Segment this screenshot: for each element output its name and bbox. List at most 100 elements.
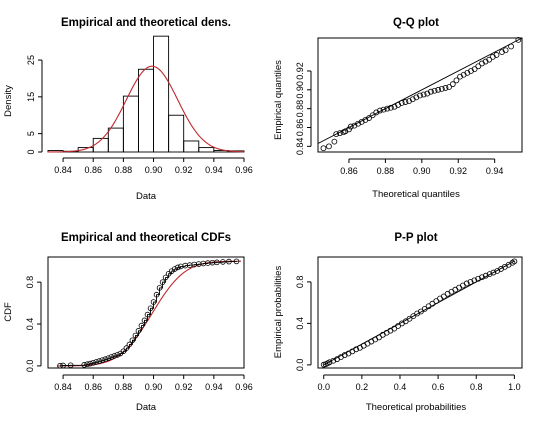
y-tick-label: 0.84 [295, 138, 305, 156]
pp-point [482, 272, 489, 279]
qq-point [428, 88, 434, 95]
cdf-ylabel: CDF [3, 302, 14, 322]
qq-panel: Q-Q plot Theoretical quantiles Empirical… [273, 17, 523, 200]
x-tick-label: 0.94 [205, 382, 223, 392]
x-tick-label: 1.0 [508, 382, 521, 392]
pp-point [490, 269, 497, 276]
empirical-cdf-point [87, 360, 94, 367]
qq-point [320, 145, 327, 152]
empirical-cdf-point [156, 285, 163, 291]
empirical-cdf-point [96, 358, 103, 364]
qq-xlabel: Theoretical quantiles [372, 189, 460, 200]
pp-point [353, 346, 360, 353]
cdf-xlabel: Data [136, 402, 157, 413]
qq-point [347, 123, 354, 130]
empirical-cdf-point [120, 348, 127, 355]
x-tick-label: 0.92 [449, 166, 467, 176]
density-xlabel: Data [136, 191, 157, 202]
qq-point [446, 84, 453, 90]
qq-point [377, 107, 383, 114]
x-tick-label: 0.86 [340, 166, 358, 176]
pp-point [440, 293, 447, 300]
qq-title: Q-Q plot [393, 17, 439, 29]
pp-point [421, 305, 428, 312]
empirical-cdf-point [233, 258, 240, 265]
qq-point [502, 47, 509, 54]
qq-point [493, 52, 500, 58]
pp-point [410, 313, 417, 320]
empirical-cdf-point [141, 317, 148, 324]
empirical-cdf-point [150, 299, 157, 305]
empirical-cdf-point [102, 356, 109, 363]
x-tick-label: 0.96 [235, 382, 253, 392]
y-tick-label: 25 [26, 55, 36, 65]
qq-point [471, 66, 478, 72]
histogram-bar [153, 35, 170, 153]
empirical-cdf-point [93, 359, 100, 365]
x-tick-label: 0.84 [54, 382, 72, 392]
pp-point [425, 303, 432, 310]
qq-point [435, 86, 442, 93]
y-tick-label: 0.88 [295, 100, 305, 118]
theoretical-density-curve [47, 65, 245, 153]
pp-panel: P-P plot Theoretical probabilities Empir… [273, 232, 523, 413]
empirical-cdf-point [67, 362, 74, 369]
x-tick-label: 0.88 [377, 166, 395, 176]
density-ylabel: Density [3, 85, 14, 117]
qq-point [326, 143, 332, 150]
qq-plot-area: 0.86 0.88 0.90 0.92 0.940.840.860.880.900.92 [295, 36, 523, 176]
empirical-cdf-point [90, 359, 97, 366]
density-title: Empirical and theoretical dens. [61, 17, 231, 29]
x-tick-label: 0.86 [84, 165, 102, 175]
qq-ylabel: Empirical quantiles [273, 60, 284, 140]
empirical-cdf-point [126, 341, 133, 348]
pp-point [433, 298, 440, 304]
qq-point [486, 56, 493, 63]
qq-point [420, 91, 427, 98]
x-tick-label: 0.94 [205, 165, 223, 175]
empirical-cdf-point [60, 362, 66, 369]
density-plot-area: 0.84 0.86 0.88 0.90 0.92 0.94 0.96 0 5 15 25 [26, 35, 253, 175]
y-tick-label: 0 [26, 149, 36, 154]
qq-point [384, 105, 391, 112]
y-tick-label: 0.90 [295, 81, 305, 99]
pp-point [402, 318, 409, 325]
qq-point [398, 100, 405, 106]
x-tick-label: 0.88 [115, 165, 133, 175]
empirical-cdf-point [220, 259, 226, 265]
pp-point [463, 280, 470, 287]
pp-point [395, 323, 401, 329]
empirical-cdf-point [123, 345, 130, 351]
pp-xlabel: Theoretical probabilities [366, 402, 467, 413]
qq-point [431, 87, 438, 94]
x-tick-label: 0.92 [175, 165, 193, 175]
y-tick-label: 0.92 [295, 62, 305, 80]
y-tick-label: 15 [26, 92, 36, 102]
qq-point [438, 85, 445, 92]
empirical-cdf-point [99, 357, 106, 363]
empirical-cdf-point [81, 362, 87, 368]
pp-title: P-P plot [394, 232, 437, 244]
x-tick-label: 0.90 [145, 165, 163, 175]
plot-frame [317, 37, 523, 153]
qq-point [402, 99, 409, 105]
x-tick-label: 0.0 [317, 382, 330, 392]
pp-point [467, 278, 474, 285]
plot-frame [317, 256, 523, 369]
qq-point [336, 130, 343, 137]
empirical-cdf-point [132, 332, 139, 339]
empirical-cdf-step [60, 261, 237, 367]
pp-point [341, 352, 348, 358]
qq-point [475, 63, 482, 70]
empirical-cdf-point [129, 337, 136, 344]
qq-point [449, 81, 456, 88]
qq-point [331, 138, 338, 145]
x-tick-label: 0.92 [175, 382, 193, 392]
y-tick-label: 0.8 [25, 276, 35, 289]
y-tick-label: 0.8 [295, 276, 305, 289]
qq-point [442, 85, 449, 91]
pp-point [391, 325, 398, 332]
pp-point [475, 275, 482, 282]
